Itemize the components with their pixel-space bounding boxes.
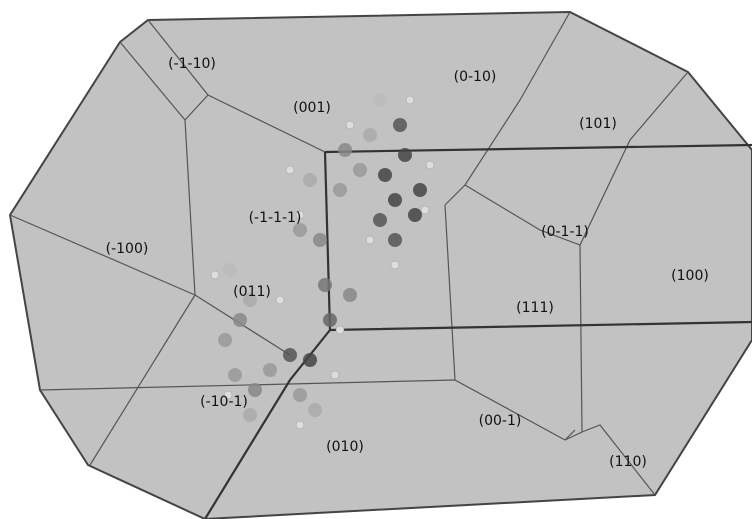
hydrogen [295, 210, 305, 220]
atom [333, 183, 347, 197]
face-label: (001) [293, 100, 331, 116]
face-label: (0-1-1) [541, 224, 589, 240]
molecule [210, 93, 435, 430]
atom [378, 168, 392, 182]
atom [293, 223, 307, 237]
hydrogen [285, 165, 295, 175]
atom [343, 288, 357, 302]
atom [218, 333, 232, 347]
atom [408, 208, 422, 222]
atom [373, 93, 387, 107]
atom [243, 408, 257, 422]
atom [363, 128, 377, 142]
atom [338, 143, 352, 157]
hydrogen [275, 295, 285, 305]
atom [393, 118, 407, 132]
face-label: (-1-1-1) [249, 210, 302, 226]
atom [283, 348, 297, 362]
face-label: (-100) [106, 241, 149, 257]
atom [293, 388, 307, 402]
face-label: (110) [609, 454, 647, 470]
hydrogen [335, 325, 345, 335]
atom [228, 368, 242, 382]
hydrogen [365, 235, 375, 245]
atom [308, 403, 322, 417]
atom [243, 293, 257, 307]
atom [323, 313, 337, 327]
atom [223, 263, 237, 277]
face-label: (-1-10) [168, 56, 216, 72]
atom [398, 148, 412, 162]
face-label: (011) [233, 284, 271, 300]
hydrogen [425, 160, 435, 170]
hydrogen [405, 95, 415, 105]
face-label: (010) [326, 439, 364, 455]
atom [233, 313, 247, 327]
hydrogen [295, 420, 305, 430]
face-label: (101) [579, 116, 617, 132]
atom [373, 213, 387, 227]
atom [263, 363, 277, 377]
hydrogen [223, 390, 233, 400]
crystal-outline [8, 10, 752, 519]
atom [353, 163, 367, 177]
atom [303, 353, 317, 367]
hydrogen [420, 205, 430, 215]
face-label: (-10-1) [200, 394, 248, 410]
atom [388, 193, 402, 207]
atom [303, 173, 317, 187]
face-label: (0-10) [454, 69, 497, 85]
face-labels: (-1-10) (0-10) (001) (101) (-1-1-1) (0-1-1) (-… [106, 56, 709, 470]
face-edges [9, 11, 752, 519]
atom [313, 233, 327, 247]
atom [318, 278, 332, 292]
hydrogen [330, 370, 340, 380]
atom [413, 183, 427, 197]
face-label: (100) [671, 268, 709, 284]
face-label: (111) [516, 300, 554, 316]
atom [248, 383, 262, 397]
hydrogen [210, 270, 220, 280]
hydrogen [390, 260, 400, 270]
hydrogen [345, 120, 355, 130]
face-label: (00-1) [479, 413, 522, 429]
atom [388, 233, 402, 247]
